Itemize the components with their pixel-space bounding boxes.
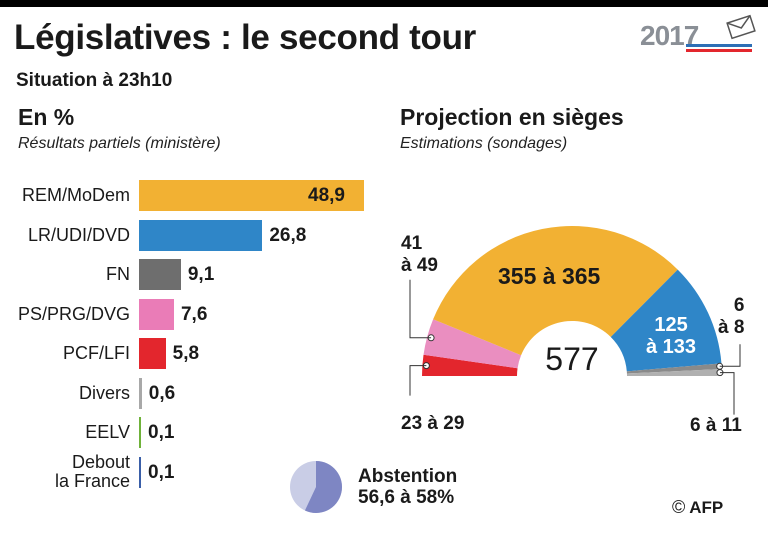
bar xyxy=(139,298,174,330)
abstention-value: 56,6 à 58% xyxy=(358,487,455,508)
ballot-envelope-icon xyxy=(726,14,756,40)
bar-value-label: 9,1 xyxy=(187,264,215,285)
right-panel-title: Projection en sièges xyxy=(400,104,624,130)
abstention-label: Abstention xyxy=(358,466,458,487)
bar xyxy=(139,456,141,488)
seat-label-line: à 133 xyxy=(646,336,697,358)
bar xyxy=(139,180,364,211)
bar-label: PCF/LFI xyxy=(63,344,130,363)
bar-value-label: 0,1 xyxy=(148,461,175,483)
afp-logo: AFP xyxy=(689,497,724,517)
leader-line xyxy=(409,365,427,396)
afp-credit: © AFP xyxy=(672,497,723,518)
copyright-symbol: © xyxy=(672,497,686,517)
top-rule xyxy=(0,0,768,7)
leader-line xyxy=(719,372,735,415)
bar-value-label: 7,6 xyxy=(180,303,208,325)
page-title: Législatives : le second tour xyxy=(14,18,476,57)
bar-label-line: Debout xyxy=(71,452,130,472)
bar-value-label: 48,9 xyxy=(308,185,345,206)
seat-segment-label: 41 à 49 xyxy=(401,233,438,277)
bar-label: Divers xyxy=(78,382,130,403)
hemicycle-segment xyxy=(626,363,722,374)
seat-label-line: 125 xyxy=(654,314,688,336)
bar-label-line: FN xyxy=(106,264,130,284)
seat-label-line: à 8 xyxy=(718,317,745,338)
seat-total-label: 577 xyxy=(545,341,598,377)
hemicycle-segment xyxy=(433,226,678,356)
leader-line xyxy=(719,344,741,367)
abstention-pie xyxy=(289,460,343,514)
bar xyxy=(139,377,142,409)
bar-value-label: 0,1 xyxy=(148,422,175,443)
hemicycle-segment xyxy=(610,269,722,372)
seat-projection-hemicycle: 577 xyxy=(400,210,760,440)
bar xyxy=(139,219,263,251)
hemicycle-segment xyxy=(423,319,522,369)
seat-label-line: 6 xyxy=(733,295,745,316)
seat-segment-label: 125 à 133 xyxy=(646,314,696,358)
left-panel-subtitle: Résultats partiels (ministère) xyxy=(18,135,221,152)
leader-line xyxy=(409,279,432,339)
bar-label: EELV xyxy=(85,423,130,442)
right-panel-subtitle: Estimations (sondages) xyxy=(400,135,568,152)
bar-label-line: Divers xyxy=(78,382,130,403)
logo-year: 2017 xyxy=(640,20,699,51)
hemicycle-segment xyxy=(422,354,518,376)
left-panel-title: En % xyxy=(18,104,75,130)
election-2017-logo: 2017 xyxy=(640,14,758,58)
bar-label-line: PCF/LFI xyxy=(62,343,130,363)
bar-label-line: la France xyxy=(54,471,130,491)
seat-label-line: 41 xyxy=(401,233,423,254)
pie-abstention-slice xyxy=(304,461,342,513)
bar-label-line: PS/PRG/DVG xyxy=(17,303,130,324)
bar-label-line: EELV xyxy=(85,422,130,442)
bar-label-line: REM/MoDem xyxy=(21,185,130,205)
bar-label: FN xyxy=(106,265,130,284)
logo-stripe-blue xyxy=(686,44,752,47)
bar-value-label: 5,8 xyxy=(172,343,200,364)
bar xyxy=(139,417,141,448)
bar-value-label: 0,6 xyxy=(148,382,176,404)
bar-label: Debout la France xyxy=(55,453,130,491)
bar xyxy=(139,259,181,290)
seat-segment-label: 355 à 365 xyxy=(498,263,601,289)
bar-label: REM/MoDem xyxy=(22,186,130,205)
bar-label-line: LR/UDI/DVD xyxy=(27,224,130,245)
logo-stripe-red xyxy=(686,49,752,52)
bar-label: PS/PRG/DVG xyxy=(17,303,130,324)
hemicycle-segment xyxy=(626,369,722,376)
seat-segment-label: 6 à 11 xyxy=(690,415,742,436)
bar-label: LR/UDI/DVD xyxy=(27,224,130,245)
bar xyxy=(139,338,166,369)
seat-label-line: à 49 xyxy=(401,255,438,276)
page-subtitle: Situation à 23h10 xyxy=(16,70,173,91)
abstention-text: Abstention 56,6 à 58% xyxy=(358,466,457,508)
seat-segment-label: 23 à 29 xyxy=(401,413,465,434)
bar-value-label: 26,8 xyxy=(269,224,307,246)
